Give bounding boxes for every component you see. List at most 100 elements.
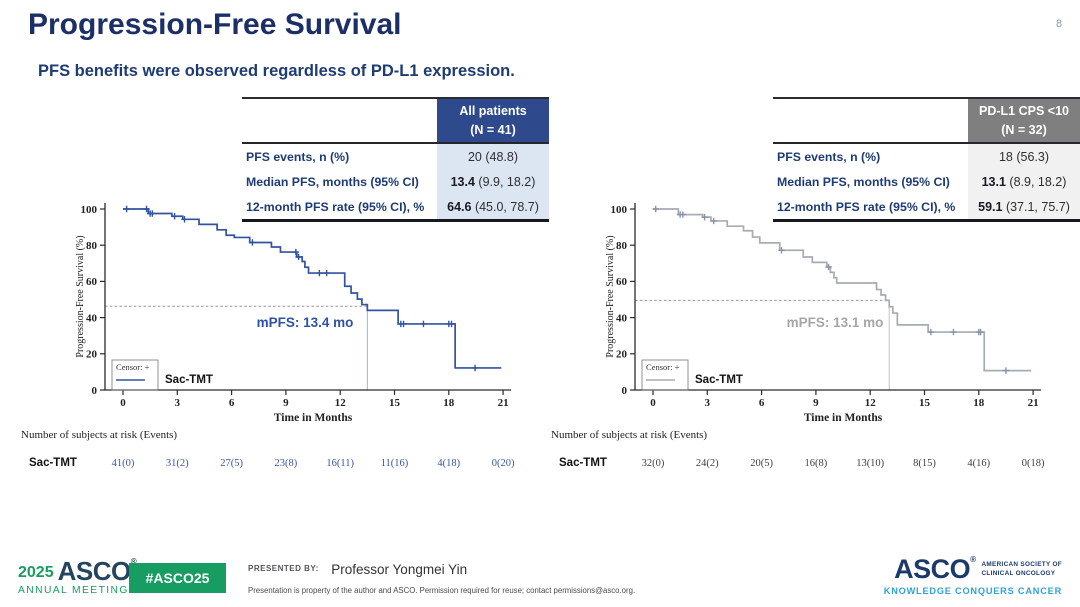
mpfs-annotation: mPFS: 13.1 mo [787,315,884,330]
y-tick-label: 60 [616,276,628,288]
summary-table-all-patients: All patients (N = 41) PFS events, n (%) … [242,97,549,222]
x-tick-label: 21 [498,397,509,409]
x-axis-label: Time in Months [274,412,353,424]
table-row-value: 13.4 (9.9, 18.2) [437,169,549,194]
table-row-label: PFS events, n (%) [777,149,881,164]
x-tick-label: 12 [335,397,347,409]
logo-year: 2025 [18,564,54,581]
table-header-cell: All patients (N = 41) [437,99,549,142]
at-risk-value: 16(8) [805,458,828,469]
table-row-label: 12-month PFS rate (95% CI), % [777,199,956,214]
presented-by-label: PRESENTED BY: [248,564,319,573]
y-tick-label: 0 [622,385,628,397]
x-tick-label: 9 [283,397,289,409]
plot-area: 0 20 40 60 80 100 0 3 6 9 12 15 18 21 Time in Months Pr… [551,203,1045,469]
y-tick-label: 80 [86,240,98,252]
asco-society-logo: ASCO® AMERICAN SOCIETY OF CLINICAL ONCOL… [884,556,1062,596]
at-risk-value: 4(18) [437,458,460,469]
x-tick-label: 18 [973,397,985,409]
at-risk-value: 41(0) [112,458,135,469]
x-tick-label: 0 [650,397,656,409]
legend-censor-label: Censor: + [116,362,150,372]
y-tick-label: 20 [616,349,628,361]
asco-annual-meeting-logo: 2025 ASCO® ANNUAL MEETING [18,556,137,596]
table-row: Median PFS, months (95% CI) 13.4 (9.9, 1… [242,169,549,194]
x-tick-label: 6 [759,397,765,409]
table-row-value: 59.1 (37.1, 75.7) [968,194,1080,219]
legend-series-label: Sac-TMT [165,374,213,386]
at-risk-value: 20(5) [750,458,773,469]
table-row: PFS events, n (%) 18 (56.3) [773,144,1080,169]
x-tick-label: 15 [919,397,931,409]
x-tick-label: 6 [229,397,235,409]
y-axis-label: Progression-Free Survival (%) [75,235,86,357]
at-risk-value: 31(2) [166,458,189,469]
x-tick-label: 0 [120,397,126,409]
axes [104,203,512,391]
summary-table-pdl1-cps-lt10: PD-L1 CPS <10 (N = 32) PFS events, n (%)… [773,97,1080,222]
table-row-label: 12-month PFS rate (95% CI), % [246,199,425,214]
table-header-row: PD-L1 CPS <10 (N = 32) [773,99,1080,144]
x-tick-label: 9 [813,397,819,409]
legend-box [111,359,159,391]
table-header-line2: (N = 41) [470,122,516,137]
logo-annual-meeting: ANNUAL MEETING [18,585,129,596]
at-risk-value: 4(16) [967,458,990,469]
at-risk-value: 23(8) [275,458,298,469]
y-tick-label: 40 [86,312,98,324]
km-chart-all-patients: 0 20 40 60 80 100 0 3 6 9 12 15 18 21 Time in Months Pr… [21,203,515,469]
y-tick-label: 60 [86,276,98,288]
mpfs-annotation: mPFS: 13.4 mo [257,315,354,330]
at-risk-title: Number of subjects at risk (Events) [551,429,707,441]
table-row: Median PFS, months (95% CI) 13.1 (8.9, 1… [773,169,1080,194]
legend-censor-label: Censor: + [646,362,680,372]
at-risk-value: 0(20) [492,458,515,469]
x-tick-label: 18 [443,397,455,409]
table-row-value: 18 (56.3) [968,144,1080,169]
at-risk-value: 24(2) [696,458,719,469]
plot-area: 0 20 40 60 80 100 0 3 6 9 12 15 18 21 Time in Months Pr… [21,203,515,469]
presented-by-block: PRESENTED BY: Professor Yongmei Yin Pres… [248,561,635,595]
table-row-label: Median PFS, months (95% CI) [246,174,419,189]
at-risk-row-label: Sac-TMT [29,457,77,469]
legend-box [641,359,689,391]
table-row: 12-month PFS rate (95% CI), % 59.1 (37.1… [773,194,1080,219]
slide-subtitle: PFS benefits were observed regardless of… [38,62,515,80]
at-risk-value: 16(11) [326,458,354,469]
y-tick-label: 0 [92,385,98,397]
table-row: PFS events, n (%) 20 (48.8) [242,144,549,169]
x-tick-label: 15 [389,397,401,409]
table-row-value: 20 (48.8) [437,144,549,169]
axes [634,203,1042,391]
at-risk-value: 13(10) [856,458,884,469]
x-tick-label: 3 [175,397,181,409]
table-row: 12-month PFS rate (95% CI), % 64.6 (45.0… [242,194,549,219]
x-axis-label: Time in Months [804,412,883,424]
x-tick-label: 12 [865,397,877,409]
at-risk-value: 8(15) [913,458,936,469]
presenter-name: Professor Yongmei Yin [331,562,468,577]
km-chart-pdl1-cps-lt10: 0 20 40 60 80 100 0 3 6 9 12 15 18 21 Time in Months Pr… [551,203,1045,469]
table-row-value: 64.6 (45.0, 78.7) [437,194,549,219]
table-header-cell: PD-L1 CPS <10 (N = 32) [968,99,1080,142]
page-title: Progression-Free Survival [28,8,402,41]
at-risk-value: 0(18) [1022,458,1045,469]
km-curve [653,208,1032,372]
at-risk-row-label: Sac-TMT [559,457,607,469]
hashtag-badge: #ASCO25 [129,563,226,593]
y-tick-label: 20 [86,349,98,361]
y-axis-label: Progression-Free Survival (%) [605,235,616,357]
km-curve [123,208,502,369]
at-risk-value: 27(5) [220,458,243,469]
censor-marks [123,205,479,372]
legend-series-label: Sac-TMT [695,374,743,386]
table-row-label: Median PFS, months (95% CI) [777,174,950,189]
table-header-line2: (N = 32) [1001,122,1047,137]
at-risk-value: 32(0) [642,458,665,469]
logo-asco-word: ASCO® [57,556,137,586]
at-risk-value: 11(16) [381,458,409,469]
at-risk-title: Number of subjects at risk (Events) [21,429,177,441]
asco-tagline: KNOWLEDGE CONQUERS CANCER [883,586,1062,596]
censor-marks [652,205,1010,374]
